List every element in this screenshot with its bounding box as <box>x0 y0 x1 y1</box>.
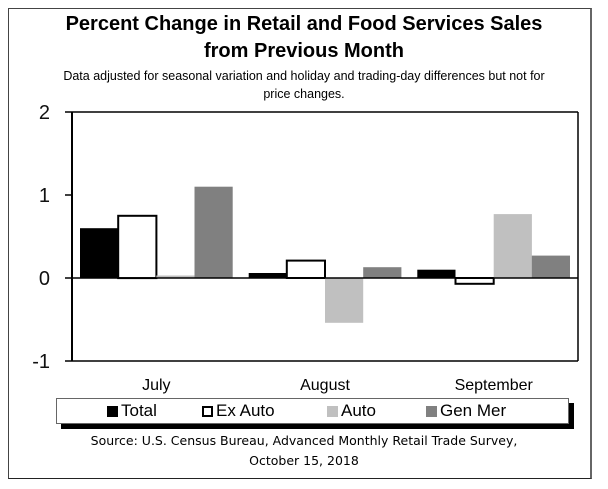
legend-item-auto: Auto <box>327 401 376 421</box>
chart-subtitle-line-2: price changes. <box>263 87 345 101</box>
legend-swatch-auto <box>327 405 338 417</box>
legend-label-gen-mer: Gen Mer <box>440 401 507 420</box>
legend: Total Ex Auto Auto Gen Mer <box>56 398 569 424</box>
chart-subtitle-line-1: Data adjusted for seasonal variation and… <box>63 69 545 83</box>
y-tick-label: 2 <box>39 102 50 124</box>
bar-total-july <box>80 228 119 278</box>
bar-auto-september <box>493 214 532 278</box>
bar-ex-auto-august <box>285 259 326 280</box>
bar-total-august <box>248 273 287 278</box>
legend-label-auto: Auto <box>341 401 376 420</box>
x-tick-label: July <box>142 377 170 394</box>
legend-swatch-total <box>107 405 118 417</box>
chart-title-line-2: from Previous Month <box>203 40 404 62</box>
bar-gen-mer-july <box>194 186 233 278</box>
bar-auto-august <box>325 278 364 323</box>
legend-label-ex-auto: Ex Auto <box>216 401 275 420</box>
source-line-1: Source: U.S. Census Bureau, Advanced Mon… <box>90 433 518 448</box>
bar-auto-july <box>156 275 195 278</box>
chart-title-line-1: Percent Change in Retail and Food Servic… <box>65 13 543 35</box>
legend-swatch-gen-mer <box>426 405 437 417</box>
axes-group <box>65 111 579 362</box>
legend-item-total: Total <box>107 401 157 421</box>
x-tick-label: August <box>300 377 350 394</box>
y-tick-label: 1 <box>39 185 50 207</box>
source-line-2: October 15, 2018 <box>249 453 359 468</box>
bar-ex-auto-july <box>117 214 158 280</box>
x-tick-label: September <box>455 377 534 394</box>
bars-group <box>80 186 570 323</box>
bar-gen-mer-august <box>363 267 402 278</box>
legend-item-gen-mer: Gen Mer <box>426 401 506 421</box>
legend-label-total: Total <box>121 401 157 420</box>
bar-ex-auto-september <box>454 277 495 285</box>
bar-gen-mer-september <box>531 255 570 278</box>
y-tick-label: -1 <box>32 351 50 373</box>
y-tick-label: 0 <box>39 268 50 290</box>
y-tick-labels: 2 1 0 -1 <box>32 102 50 373</box>
legend-item-ex-auto: Ex Auto <box>202 401 275 421</box>
x-category-labels: July August September <box>142 377 533 394</box>
legend-swatch-ex-auto <box>202 405 213 417</box>
bar-total-september <box>417 269 456 278</box>
